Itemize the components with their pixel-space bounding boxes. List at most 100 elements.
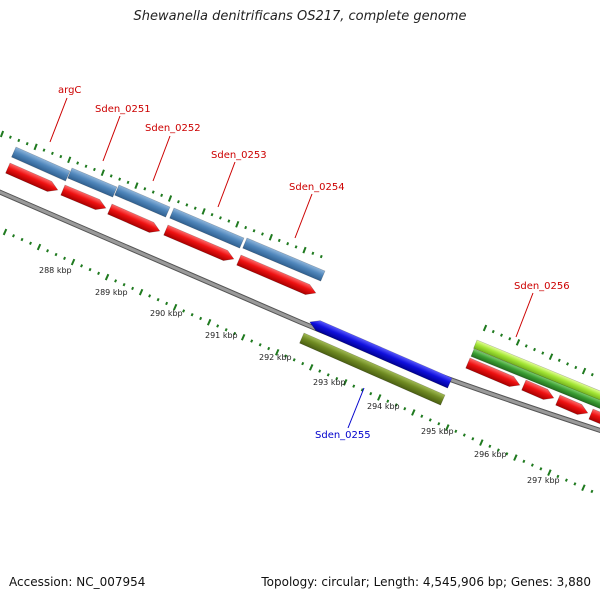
- gc-tick: [462, 433, 466, 437]
- gene-label-sden_0254[interactable]: Sden_0254: [289, 182, 345, 193]
- gene-darkgreen-box[interactable]: [470, 348, 600, 412]
- gene-label-sden_0253[interactable]: Sden_0253: [211, 150, 267, 161]
- gene-label-sden_0251[interactable]: Sden_0251: [95, 104, 151, 115]
- kbp-label: 288 kbp: [39, 266, 72, 275]
- kbp-label: 290 kbp: [150, 309, 183, 318]
- gene-red-arrow[interactable]: [465, 357, 522, 390]
- gene-red-arrow[interactable]: [163, 224, 236, 264]
- gc-tick: [318, 369, 322, 373]
- gene-features[interactable]: [5, 146, 600, 428]
- gc-tick: [20, 237, 24, 242]
- gc-tick: [172, 303, 178, 311]
- gc-tick: [114, 279, 118, 283]
- gc-tick: [513, 454, 518, 461]
- gene-label-argc[interactable]: argC: [58, 85, 81, 96]
- gc-tick: [496, 448, 500, 452]
- gc-tick: [33, 143, 38, 151]
- gc-tick: [100, 169, 105, 177]
- gc-tick: [530, 463, 534, 467]
- gc-tick: [76, 161, 80, 165]
- gc-tick: [235, 220, 240, 228]
- kbp-label: 294 kbp: [367, 402, 400, 411]
- gc-tick: [0, 130, 5, 138]
- gc-tick: [574, 365, 578, 370]
- gc-tick: [403, 407, 407, 411]
- gc-tick: [445, 424, 450, 431]
- gc-tick: [302, 246, 307, 254]
- gc-tick: [80, 264, 84, 268]
- gc-content-ticks: [0, 130, 594, 494]
- gene-labels: argC Sden_0251 Sden_0252 Sden_0253 Sden_0254…: [49, 85, 570, 441]
- gc-tick: [227, 219, 231, 223]
- gc-tick: [126, 180, 130, 185]
- gc-tick: [70, 258, 76, 266]
- label-leader-line: [347, 387, 365, 429]
- gc-tick: [50, 151, 54, 156]
- gene-label-sden_0255[interactable]: Sden_0255: [315, 430, 371, 441]
- gc-tick: [377, 394, 382, 401]
- gc-tick: [454, 429, 458, 433]
- gc-tick: [167, 195, 173, 202]
- gc-tick: [556, 474, 560, 479]
- gc-tick: [522, 459, 526, 464]
- gc-tick: [8, 135, 12, 139]
- gc-tick: [524, 344, 528, 348]
- gc-tick: [67, 156, 72, 164]
- gc-tick: [369, 391, 373, 396]
- label-leader-line: [102, 115, 121, 162]
- gene-olive-box[interactable]: [299, 332, 446, 406]
- gene-blue-box[interactable]: [169, 207, 245, 249]
- gc-tick: [335, 376, 339, 381]
- gc-tick: [277, 238, 281, 243]
- gc-tick: [533, 347, 536, 352]
- gc-tick: [216, 324, 220, 328]
- gc-tick: [479, 439, 484, 446]
- gc-tick: [12, 234, 15, 238]
- gc-tick: [190, 313, 194, 317]
- gc-tick: [386, 399, 390, 403]
- gc-tick: [88, 267, 92, 272]
- gene-label-sden_0252[interactable]: Sden_0252: [145, 123, 201, 134]
- gene-label-sden_0256[interactable]: Sden_0256: [514, 281, 570, 292]
- gc-tick: [267, 346, 271, 351]
- gene-lime-box[interactable]: [473, 339, 600, 403]
- gene-red-arrow[interactable]: [5, 162, 60, 195]
- gc-tick: [42, 148, 46, 152]
- gc-tick: [541, 351, 545, 355]
- gc-tick: [500, 333, 503, 337]
- gc-tick: [491, 329, 495, 334]
- kbp-label: 289 kbp: [95, 288, 128, 297]
- gc-tick: [566, 362, 570, 366]
- gene-navy-arrow[interactable]: [308, 317, 453, 389]
- gc-tick: [437, 422, 441, 426]
- gc-tick: [46, 249, 50, 253]
- gc-tick: [156, 297, 160, 302]
- gc-tick: [294, 245, 298, 249]
- gene-blue-box[interactable]: [67, 167, 118, 198]
- kbp-scale: 288 kbp 289 kbp 290 kbp 291 kbp 292 kbp 293 k…: [39, 266, 560, 485]
- gc-tick: [122, 282, 126, 287]
- gc-tick: [63, 256, 67, 261]
- gene-red-arrow[interactable]: [107, 203, 162, 236]
- gc-tick: [360, 388, 364, 392]
- gene-red-arrow[interactable]: [555, 394, 590, 418]
- gc-tick: [92, 167, 96, 172]
- gene-blue-box[interactable]: [114, 184, 171, 218]
- gene-blue-box[interactable]: [242, 237, 326, 282]
- kbp-label: 291 kbp: [205, 331, 238, 340]
- gene-red-arrow[interactable]: [521, 379, 556, 403]
- gc-tick: [151, 190, 155, 194]
- label-leader-line: [49, 97, 68, 143]
- gene-red-arrow[interactable]: [588, 408, 600, 428]
- accession-text: Accession: NC_007954: [9, 575, 146, 589]
- gc-tick: [240, 333, 246, 341]
- gc-tick: [547, 469, 552, 476]
- gene-blue-box[interactable]: [11, 146, 71, 182]
- kbp-label: 293 kbp: [313, 378, 346, 387]
- gc-tick: [29, 241, 32, 245]
- gc-tick: [581, 367, 587, 375]
- gene-red-arrow[interactable]: [236, 254, 318, 298]
- gc-tick: [508, 337, 512, 341]
- gene-red-arrow[interactable]: [60, 184, 108, 213]
